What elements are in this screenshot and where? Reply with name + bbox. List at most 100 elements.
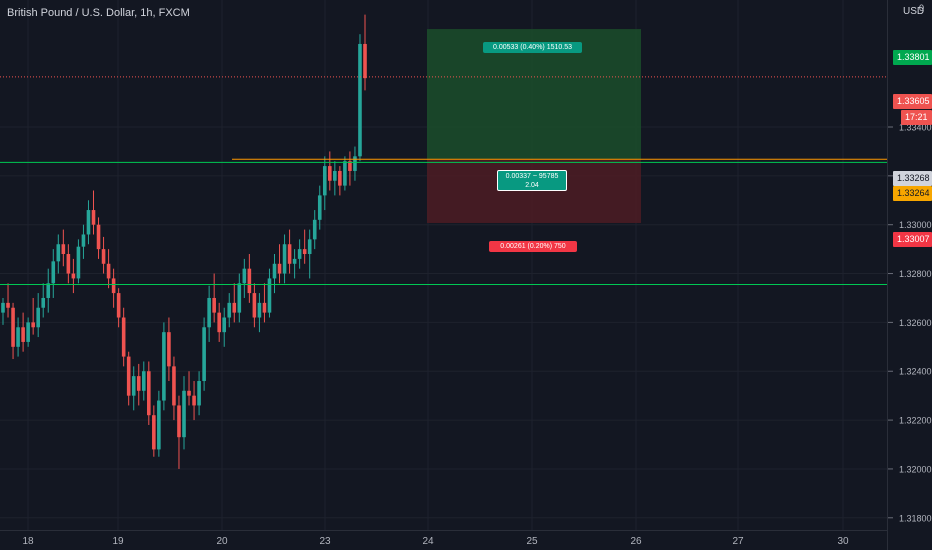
candle-body: [267, 278, 272, 313]
candle-body: [111, 278, 116, 294]
candle-body: [81, 234, 86, 247]
candle-body: [297, 249, 302, 259]
price-axis-label: 1.33000: [899, 220, 932, 230]
candle-body: [36, 307, 40, 328]
last-price-tag: 1.33605: [893, 94, 932, 109]
stop-zone: [427, 159, 641, 223]
candle-body: [131, 376, 136, 396]
candle-body: [312, 219, 317, 240]
candle-body: [167, 332, 171, 367]
lock-scale-icon[interactable]: 0: [919, 3, 925, 13]
candle-body: [252, 293, 257, 318]
candle-body: [353, 156, 357, 171]
currency-label[interactable]: USD: [903, 6, 925, 17]
time-axis-label: 25: [526, 536, 538, 547]
entry-risk-ratio-text: 0.00337 ~ 95785: [505, 173, 559, 180]
candle-body: [86, 210, 91, 235]
entry-price-tag: 1.33268: [893, 171, 932, 186]
candle-body: [287, 244, 292, 264]
price-axis-label: 1.32600: [899, 318, 932, 328]
candle-body: [272, 263, 277, 279]
time-axis-label: 20: [216, 536, 228, 547]
candle-body: [247, 268, 252, 294]
candle-body: [317, 195, 322, 220]
candle-body: [121, 317, 126, 357]
time-axis-label: 30: [837, 536, 849, 547]
stop-info-label: 0.00261 (0.20%) 750: [489, 241, 577, 252]
candle-body: [11, 307, 15, 347]
candle-body: [177, 405, 181, 438]
candle-body: [292, 258, 297, 264]
candle-body: [96, 224, 101, 250]
price-axis-label: 1.32200: [899, 416, 932, 426]
position-zones: [427, 29, 641, 223]
candle-body: [202, 327, 206, 382]
candle-body: [227, 302, 232, 318]
target-info-label: 0.00533 (0.40%) 1510.53: [483, 42, 582, 53]
time-axis-label: 24: [422, 536, 434, 547]
candle-body: [307, 239, 312, 255]
candle-body: [91, 210, 96, 225]
level-price-tag: 1.33264: [893, 186, 932, 201]
candle-body: [56, 244, 61, 262]
take-profit-price-tag: 1.33801: [893, 50, 932, 65]
candle-body: [162, 332, 166, 401]
candle-body: [262, 302, 267, 313]
candle-body: [116, 293, 121, 318]
candle-body: [141, 371, 146, 391]
candle-body: [192, 395, 196, 406]
candle-body: [172, 366, 176, 406]
candle-body: [282, 244, 287, 274]
candle-body: [66, 254, 71, 274]
candle-body: [46, 283, 51, 298]
time-axis-label: 19: [112, 536, 124, 547]
time-axis-label: 27: [732, 536, 744, 547]
candle-body: [152, 415, 156, 450]
candle-body: [338, 170, 342, 186]
candle-body: [101, 249, 106, 264]
price-axis-label: 1.33400: [899, 123, 932, 133]
candle-body: [257, 302, 262, 318]
time-axis-label: 18: [22, 536, 34, 547]
candle-body: [31, 322, 35, 328]
price-axis-label: 1.32400: [899, 367, 932, 377]
candle-body: [76, 246, 81, 279]
candle-body: [157, 400, 161, 450]
candle-body: [51, 261, 56, 284]
entry-info-label[interactable]: 0.00337 ~ 95785 2.04: [497, 170, 567, 191]
candle-body: [6, 302, 10, 308]
candle-body: [16, 327, 20, 347]
candle-body: [41, 297, 46, 308]
candle-body: [71, 273, 76, 279]
candle-body: [182, 390, 186, 438]
candle-body: [21, 327, 25, 342]
price-axis-label: 1.32800: [899, 269, 932, 279]
entry-ratio-text: 2.04: [525, 182, 539, 189]
candle-body: [237, 283, 242, 313]
candle-body: [277, 263, 282, 274]
chart-overlays: [0, 76, 887, 286]
candle-body: [348, 161, 352, 171]
candle-body: [136, 376, 141, 391]
countdown-tag: 17:21: [901, 110, 932, 125]
candle-body: [197, 381, 201, 406]
candle-body: [212, 297, 216, 313]
candle-body: [61, 244, 66, 255]
candle-body: [333, 170, 337, 181]
candle-body: [26, 322, 30, 342]
candle-body: [147, 371, 151, 416]
candle-body: [217, 312, 221, 333]
candle-body: [1, 302, 5, 313]
candle-body: [187, 390, 191, 396]
price-axis-label: 1.31800: [899, 513, 932, 523]
candle-body: [242, 268, 247, 284]
candle-body: [302, 249, 307, 255]
candle-body: [126, 356, 131, 396]
candle-body: [232, 302, 237, 313]
candle-body: [363, 43, 367, 79]
candle-body: [207, 297, 211, 328]
price-axis-label: 1.32000: [899, 464, 932, 474]
candle-body: [343, 161, 347, 186]
symbol-title[interactable]: British Pound / U.S. Dollar, 1h, FXCM: [7, 7, 190, 19]
